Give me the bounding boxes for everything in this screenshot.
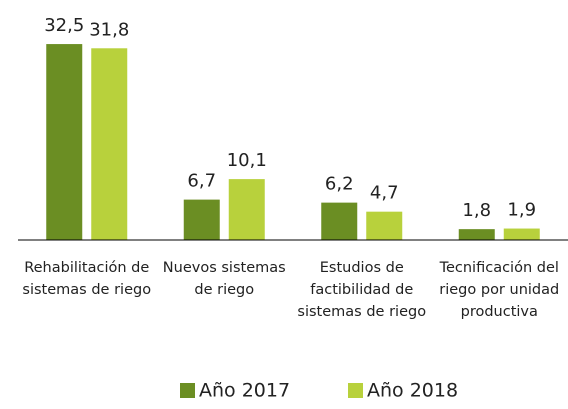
- value-label: 1,8: [462, 200, 491, 221]
- value-label: 31,8: [89, 19, 129, 40]
- bar: [321, 202, 358, 240]
- bar: [183, 199, 220, 240]
- value-label: 1,9: [507, 200, 536, 221]
- bar: [458, 229, 495, 240]
- legend-swatch: [180, 383, 195, 398]
- bar: [228, 179, 265, 240]
- legend-swatch: [348, 383, 363, 398]
- x-tick-label: Rehabilitación de sistemas de riego: [22, 260, 152, 298]
- bar: [91, 48, 128, 240]
- value-label: 6,2: [325, 174, 354, 195]
- bar: [46, 44, 83, 241]
- bar: [503, 228, 540, 240]
- legend-label: Año 2017: [199, 380, 290, 402]
- bar: [366, 211, 403, 240]
- x-tick-label: Tecnificación del riego por unidad produ…: [439, 260, 560, 320]
- value-label: 6,7: [187, 171, 216, 192]
- value-label: 4,7: [370, 183, 399, 204]
- x-tick-label: Estudios de factibilidad de sistemas de …: [297, 260, 427, 320]
- x-tick-label: Nuevos sistemas de riego: [162, 260, 286, 298]
- value-label: 10,1: [227, 150, 267, 171]
- value-label: 32,5: [44, 15, 84, 36]
- legend-label: Año 2018: [367, 380, 458, 402]
